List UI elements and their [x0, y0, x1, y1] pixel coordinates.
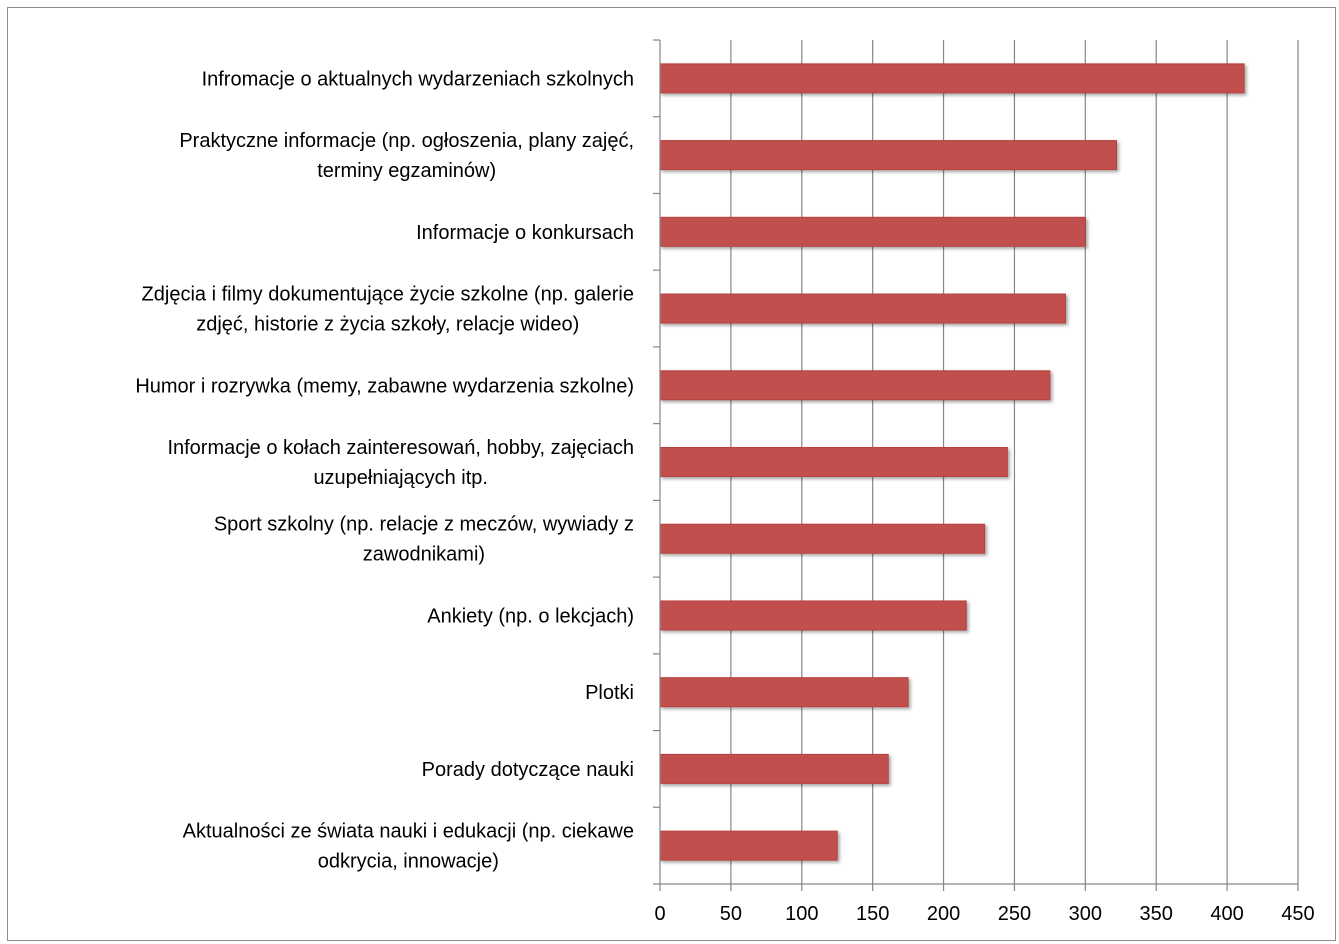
x-tick-label: 50: [720, 903, 742, 925]
x-tick-labels: 0 50 100 150 200 250 300 350 400 450: [654, 903, 1314, 925]
bars: [659, 63, 1245, 861]
category-label: Porady dotyczące nauki: [422, 759, 634, 781]
bar: [659, 370, 1051, 401]
bar: [659, 140, 1118, 171]
x-tick-label: 150: [856, 903, 889, 925]
bar: [659, 63, 1245, 94]
bar: [659, 447, 1008, 477]
x-tick-label: 300: [1069, 903, 1102, 925]
bar: [659, 677, 909, 708]
grid-lines: [730, 40, 1299, 884]
category-label: Zdjęcia i filmy dokumentujące życie szko…: [142, 284, 634, 306]
category-label: Praktyczne informacje (np. ogłoszenia, p…: [179, 130, 634, 152]
category-label: Ankiety (np. o lekcjach): [427, 605, 634, 627]
category-label: terminy egzaminów): [317, 160, 496, 182]
category-label: Informacje o konkursach: [416, 222, 634, 244]
category-label: Aktualności ze świata nauki i edukacji (…: [183, 821, 634, 843]
category-label: Informacje o kołach zainteresowań, hobby…: [167, 437, 634, 459]
bar: [659, 753, 889, 784]
x-tick-label: 400: [1210, 903, 1243, 925]
bar: [659, 600, 967, 631]
category-label: Humor i rozrywka (memy, zabawne wydarzen…: [135, 375, 634, 397]
x-tick-label: 0: [654, 903, 665, 925]
x-tick-label: 350: [1140, 903, 1173, 925]
category-label: Sport szkolny (np. relacje z meczów, wyw…: [214, 514, 634, 536]
category-label: odkrycia, innowacje): [318, 851, 499, 873]
category-label: zdjęć, historie z życia szkoły, relacje …: [196, 314, 579, 336]
category-label: zawodnikami): [363, 544, 485, 566]
axes: [653, 39, 1299, 891]
x-tick-label: 450: [1281, 903, 1314, 925]
category-label: Infromacje o aktualnych wydarzeniach szk…: [202, 68, 634, 90]
bar: [659, 830, 838, 861]
x-tick-label: 100: [785, 903, 818, 925]
bar: [659, 523, 986, 554]
bar: [659, 293, 1066, 324]
bar: [659, 216, 1086, 247]
x-tick-label: 200: [927, 903, 960, 925]
category-label: uzupełniających itp.: [313, 467, 488, 489]
category-label: Plotki: [585, 682, 634, 704]
x-tick-label: 250: [998, 903, 1031, 925]
category-labels: Infromacje o aktualnych wydarzeniach szk…: [135, 68, 634, 872]
